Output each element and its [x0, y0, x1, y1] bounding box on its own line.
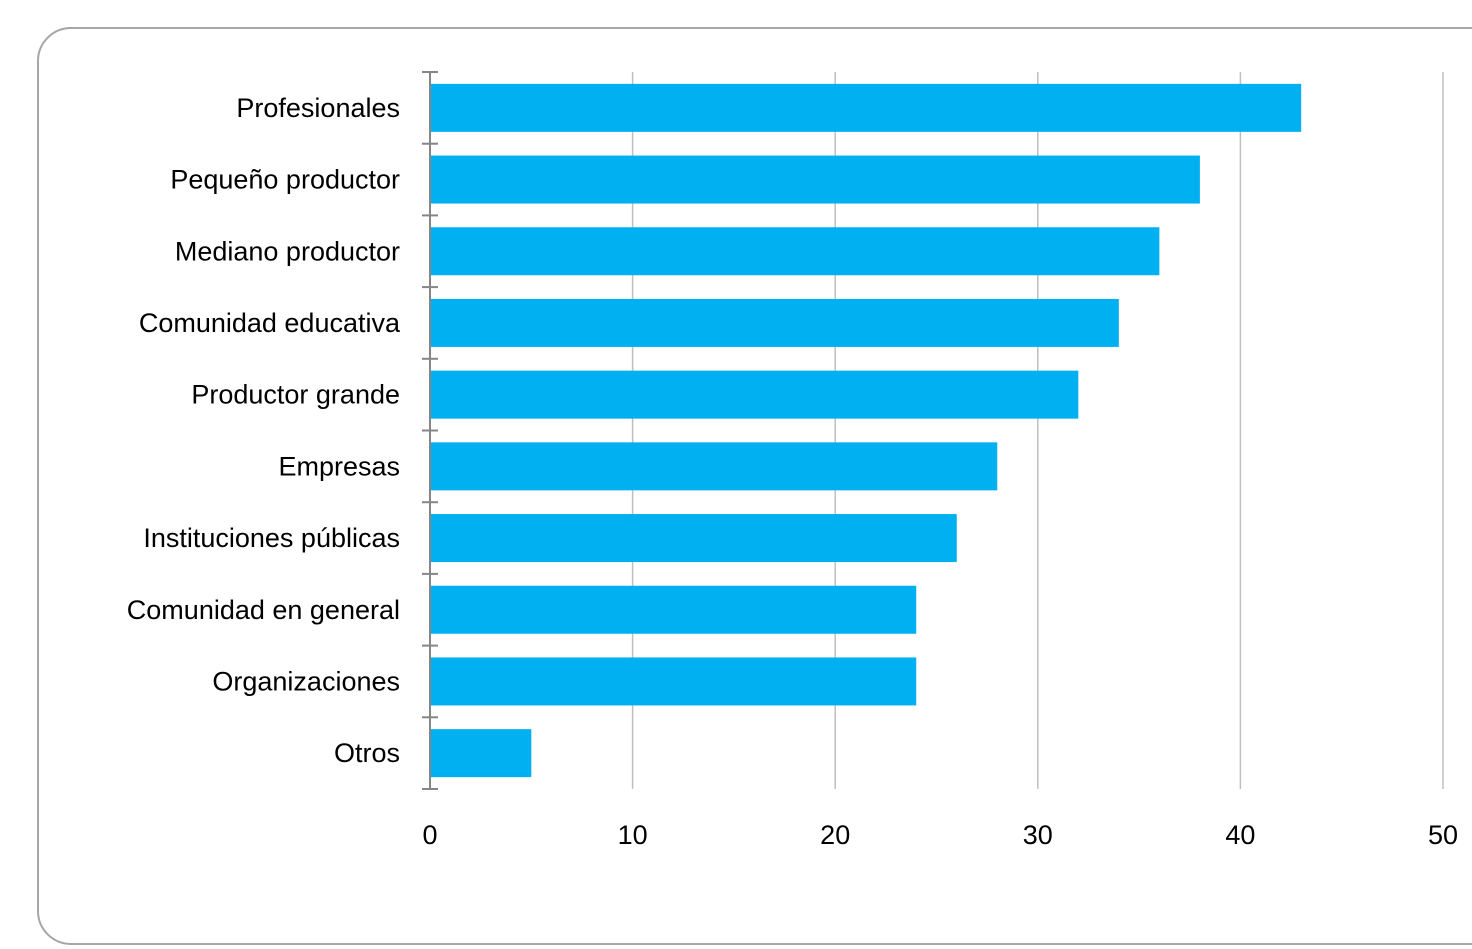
x-tick-label-40: 40 — [1225, 820, 1255, 850]
bar-4 — [430, 370, 1079, 419]
category-label-9: Otros — [334, 738, 400, 768]
axes — [422, 71, 438, 790]
category-label-3: Comunidad educativa — [139, 308, 401, 338]
x-tick-label-0: 0 — [422, 820, 437, 850]
bar-9 — [430, 729, 532, 778]
bar-7 — [430, 585, 917, 634]
category-label-6: Instituciones públicas — [143, 523, 400, 553]
bar-0 — [430, 83, 1302, 132]
bar-2 — [430, 227, 1160, 276]
category-label-0: Profesionales — [236, 93, 400, 123]
x-tick-label-30: 30 — [1023, 820, 1053, 850]
x-tick-label-50: 50 — [1428, 820, 1458, 850]
category-label-4: Productor grande — [191, 380, 400, 410]
bar-8 — [430, 657, 917, 706]
category-label-5: Empresas — [278, 451, 400, 481]
bar-3 — [430, 298, 1119, 347]
bar-6 — [430, 514, 957, 563]
bar-1 — [430, 155, 1200, 204]
x-tick-label-20: 20 — [820, 820, 850, 850]
x-tick-label-10: 10 — [618, 820, 648, 850]
bars — [430, 83, 1302, 778]
labels: 0 10 20 30 40 50 Profesionales Pequeño producto… — [127, 93, 1458, 850]
bar-5 — [430, 442, 998, 491]
category-label-8: Organizaciones — [212, 666, 400, 696]
category-label-1: Pequeño productor — [170, 165, 400, 195]
category-label-7: Comunidad en general — [127, 595, 400, 625]
category-label-2: Mediano productor — [175, 236, 400, 266]
